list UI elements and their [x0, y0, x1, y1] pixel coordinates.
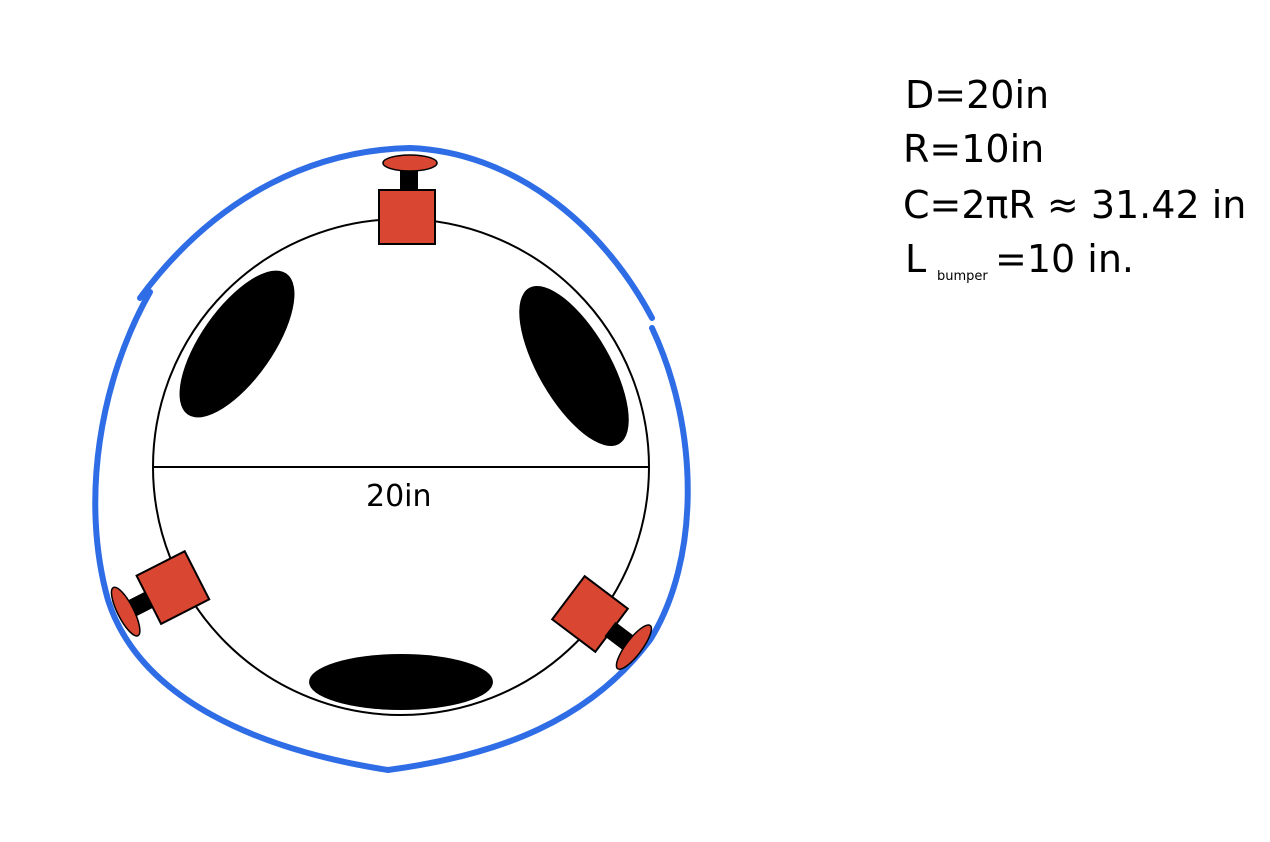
- wheel-mount-top: [378, 154, 438, 245]
- equation-bumper-subscript: bumper: [937, 269, 988, 284]
- wheel-mount-lower-right: [550, 574, 653, 670]
- wheel: [615, 624, 653, 670]
- diameter-label: 20in: [366, 479, 432, 514]
- motor-block: [135, 549, 211, 626]
- bumper-outline: [92, 289, 691, 774]
- hole-upper-right: [519, 286, 629, 446]
- wheel: [110, 586, 141, 637]
- wheel-mount-lower-left: [110, 549, 211, 637]
- equation-bumper-prefix: L: [905, 237, 926, 281]
- hole-bottom: [309, 654, 493, 710]
- equation-radius: R=10in: [903, 127, 1044, 171]
- bumper-top-segment: [137, 144, 655, 321]
- hole-upper-left: [179, 270, 295, 418]
- equation-diameter: D=20in: [905, 73, 1049, 117]
- equation-bumper-value: =10 in.: [995, 237, 1134, 281]
- motor-block: [378, 189, 436, 245]
- wheel: [382, 154, 438, 172]
- equation-circumference: C=2πR ≈ 31.42 in: [903, 183, 1246, 227]
